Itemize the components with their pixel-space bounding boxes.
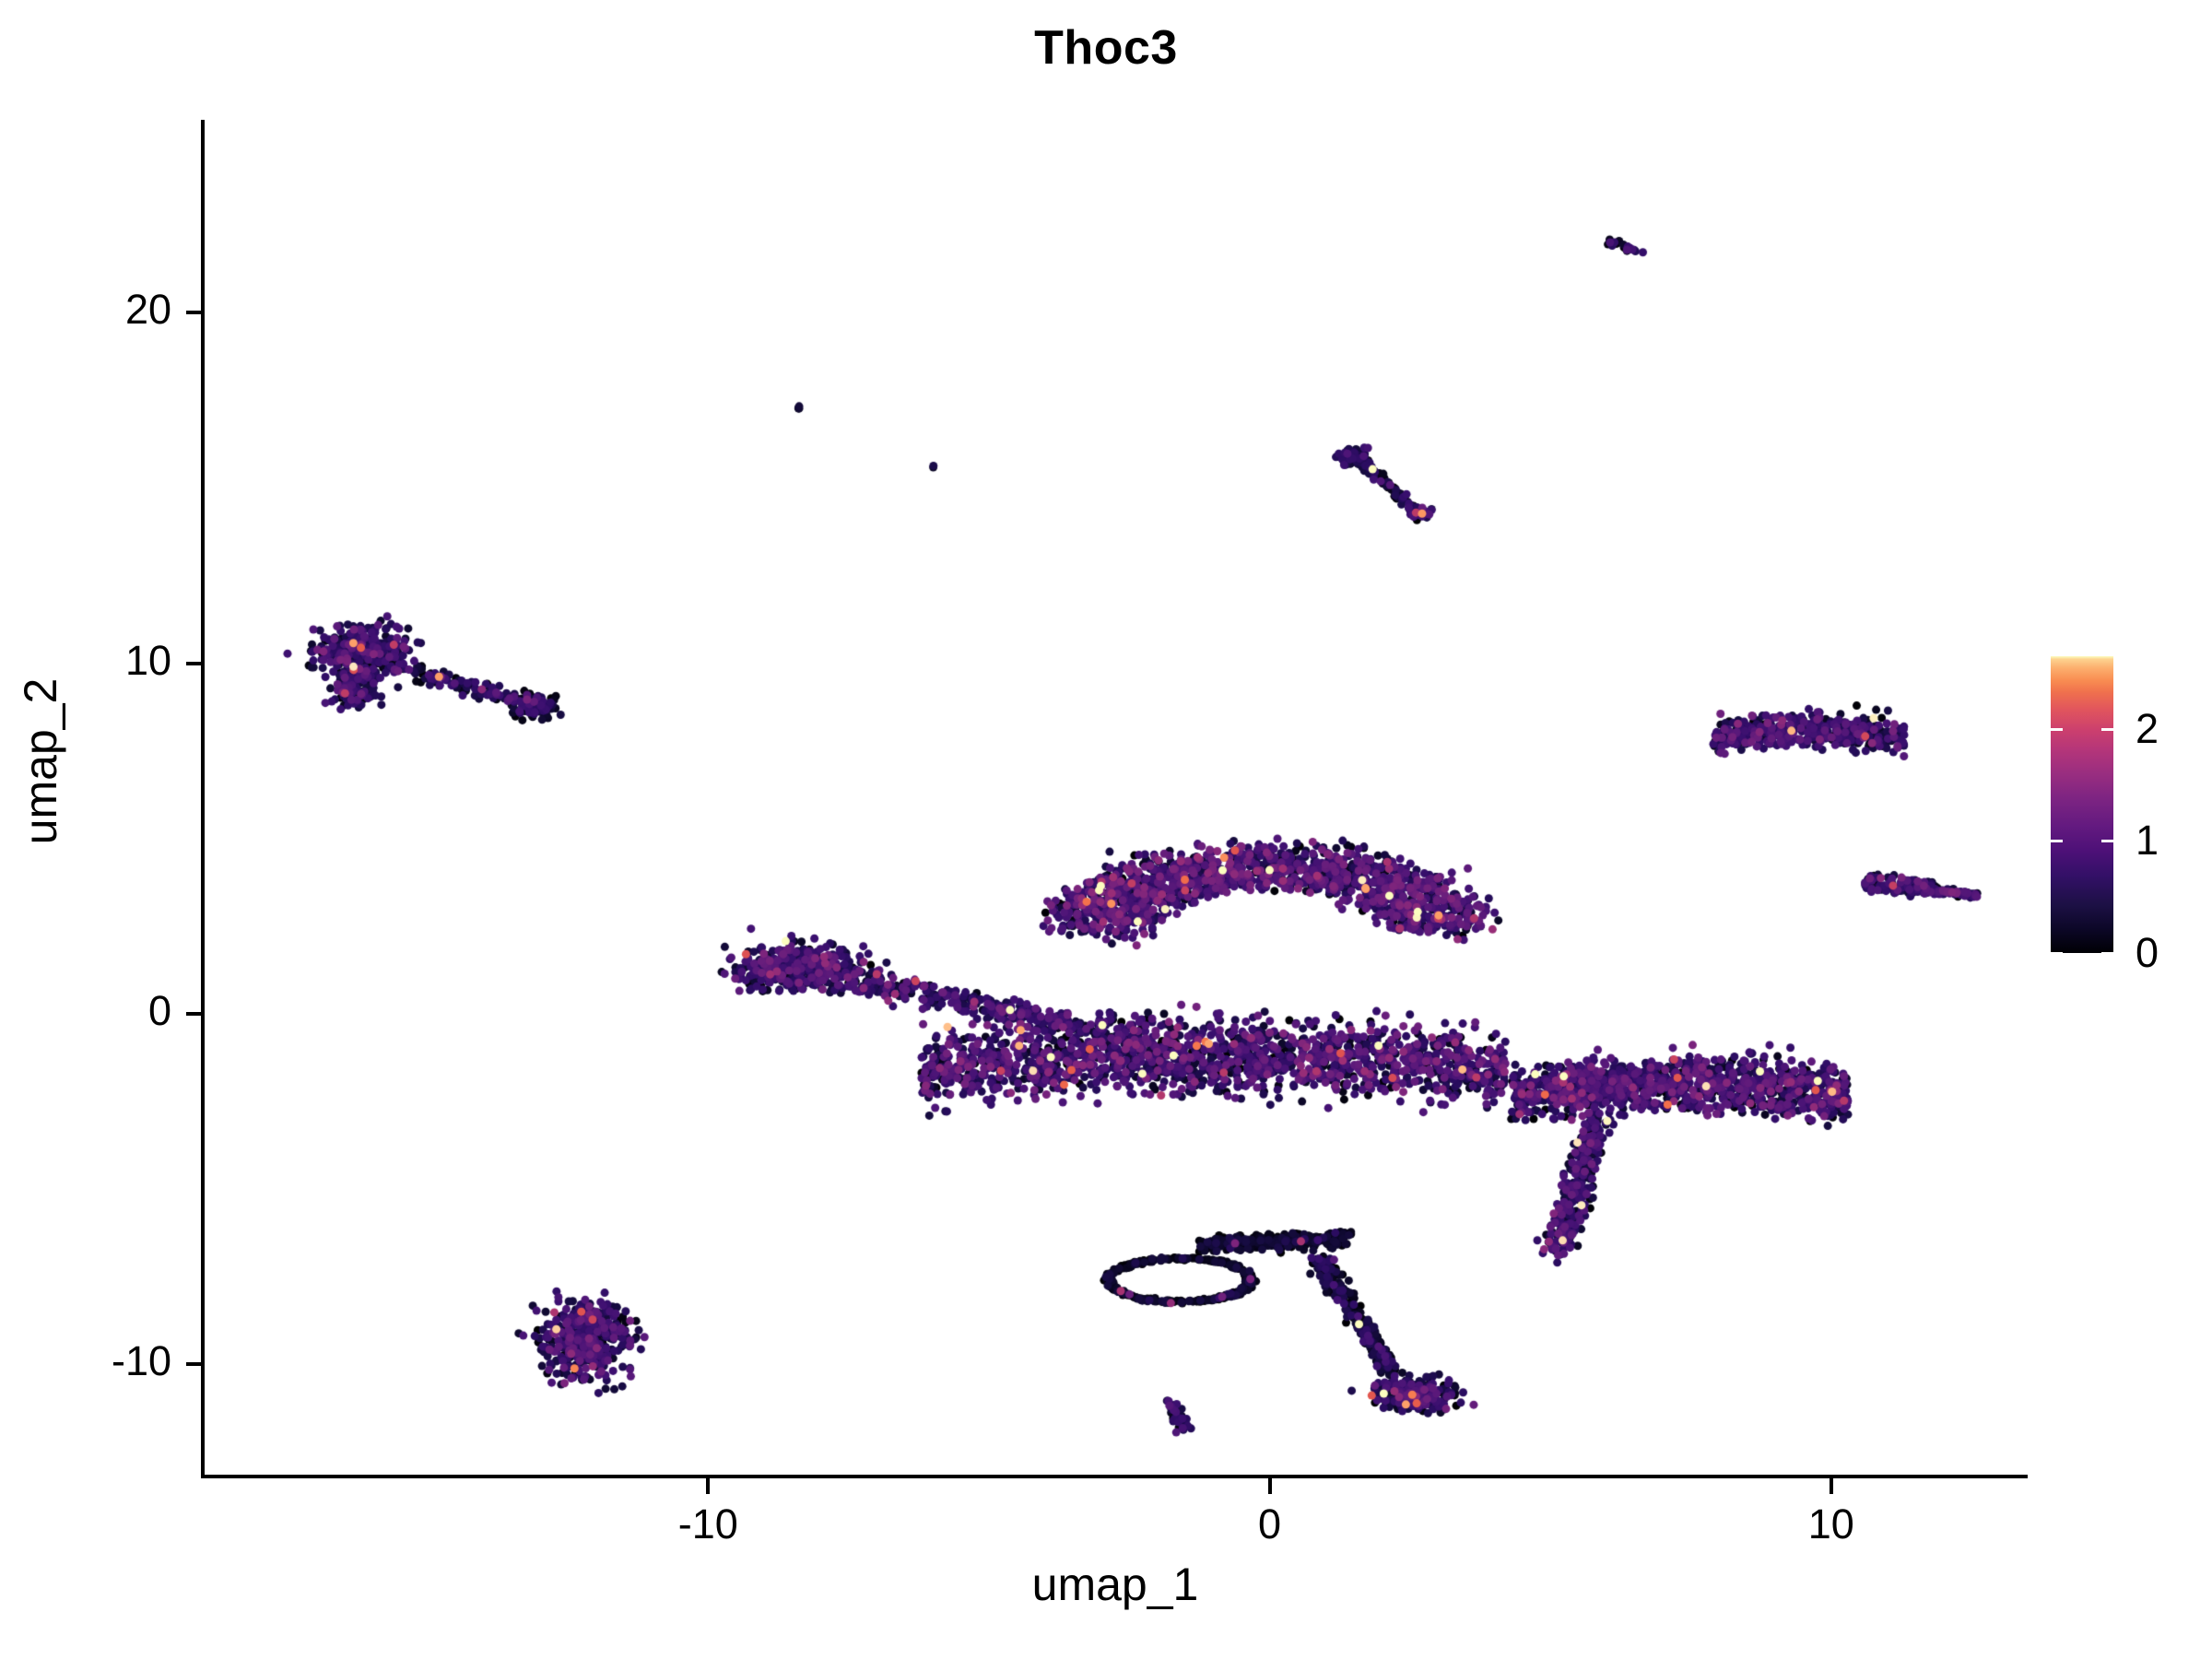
colorbar-tick-mark bbox=[2051, 727, 2063, 731]
colorbar-tick-mark bbox=[2101, 840, 2113, 843]
colorbar-tick-mark bbox=[2051, 840, 2063, 843]
x-tick-label: 10 bbox=[1807, 1500, 1854, 1547]
x-tick-mark bbox=[706, 1478, 711, 1494]
colorbar-gradient bbox=[2051, 656, 2113, 953]
x-tick-label: -10 bbox=[677, 1500, 738, 1547]
y-tick-label: 10 bbox=[124, 636, 171, 684]
x-axis-line bbox=[201, 1475, 2028, 1478]
colorbar-tick-label: 2 bbox=[2136, 704, 2159, 752]
x-axis-label: umap_1 bbox=[1031, 1559, 1199, 1610]
plot-panel bbox=[203, 120, 2028, 1477]
y-axis-line bbox=[201, 120, 205, 1478]
colorbar-tick-label: 1 bbox=[2136, 817, 2159, 865]
y-axis-label: umap_2 bbox=[15, 677, 66, 845]
colorbar-tick-label: 0 bbox=[2136, 929, 2159, 976]
colorbar-tick-mark bbox=[2101, 952, 2113, 955]
y-tick-label: -10 bbox=[111, 1337, 171, 1385]
y-tick-mark bbox=[186, 1362, 202, 1367]
y-tick-mark bbox=[186, 1011, 202, 1016]
colorbar-tick-mark bbox=[2051, 952, 2063, 955]
page-title: Thoc3 bbox=[1034, 21, 1178, 75]
y-tick-label: 0 bbox=[147, 986, 171, 1034]
x-tick-mark bbox=[1829, 1478, 1833, 1494]
scatter-plot-canvas bbox=[203, 120, 2028, 1477]
colorbar-tick-mark bbox=[2101, 727, 2113, 731]
y-tick-label: 20 bbox=[124, 286, 171, 334]
x-tick-mark bbox=[1267, 1478, 1272, 1494]
y-tick-mark bbox=[186, 661, 202, 665]
y-tick-mark bbox=[186, 311, 202, 315]
x-tick-label: 0 bbox=[1258, 1500, 1282, 1547]
